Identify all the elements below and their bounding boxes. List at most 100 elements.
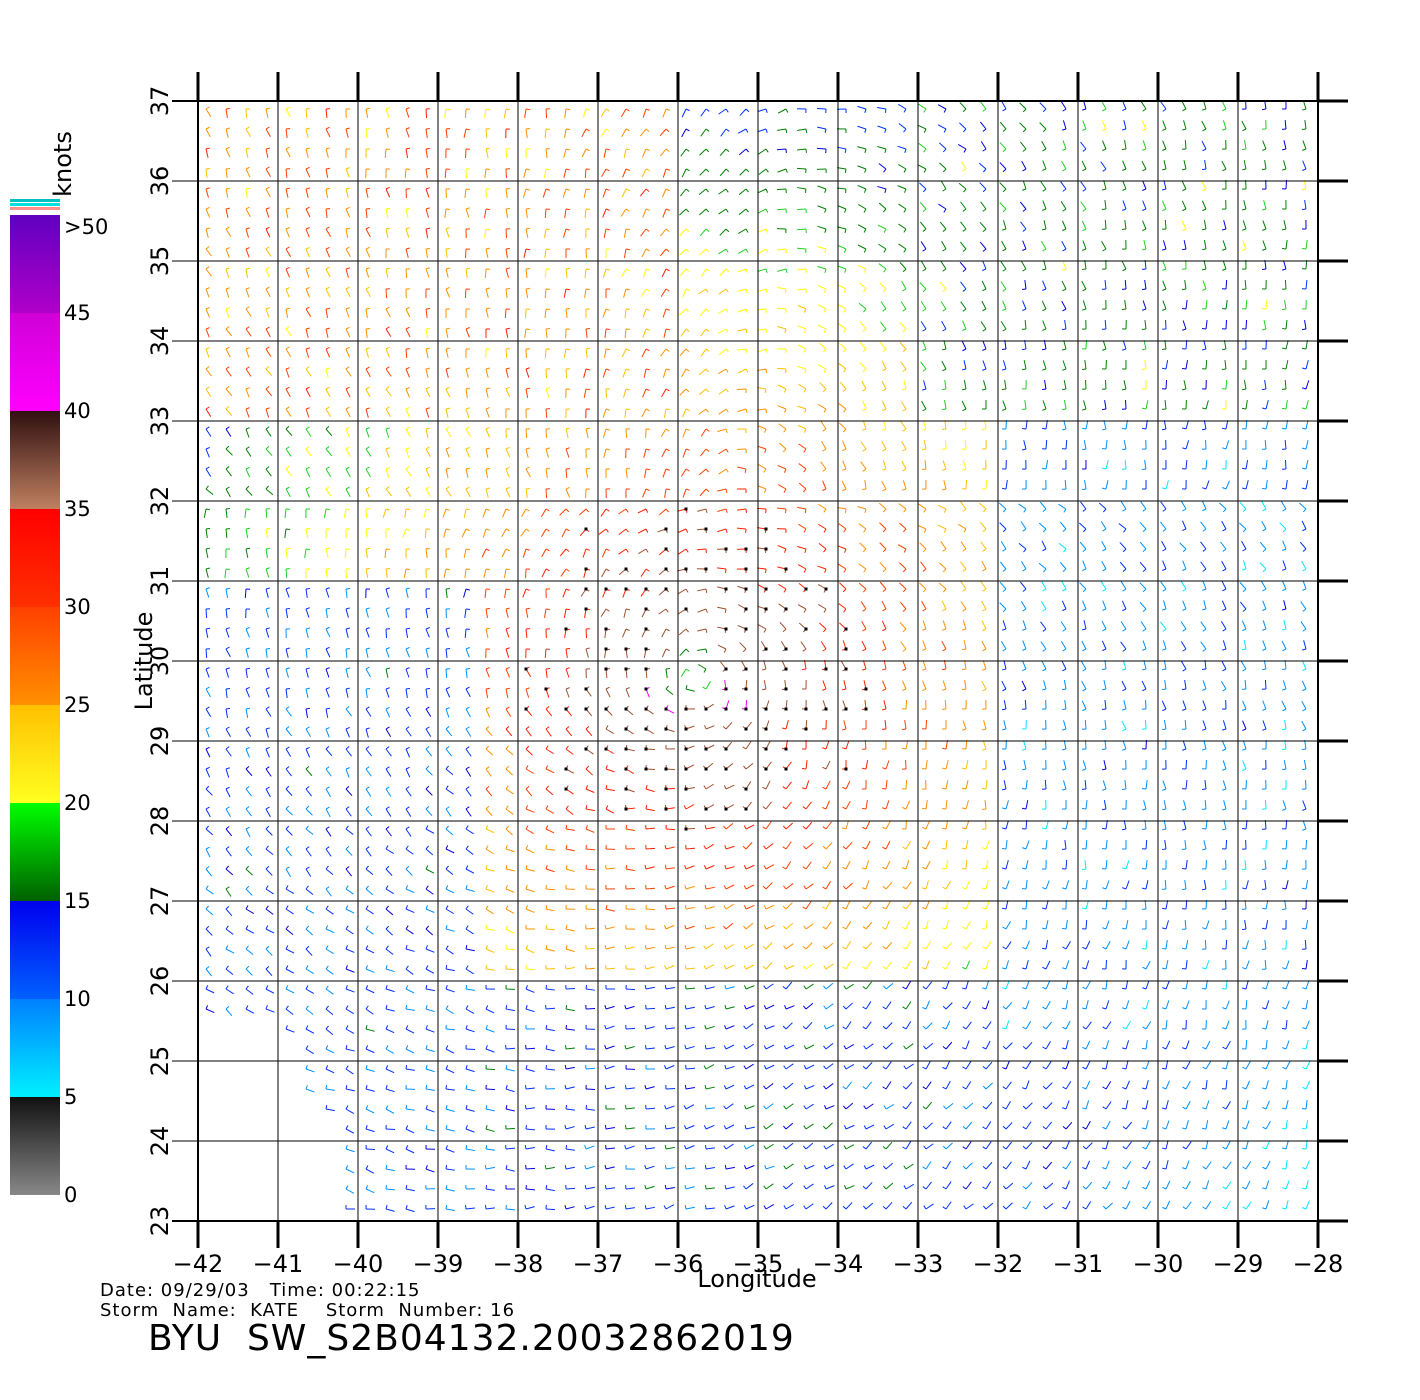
wind-vector <box>845 1081 852 1090</box>
wind-vector <box>225 528 228 539</box>
rain-flag <box>784 607 788 611</box>
wind-vector <box>225 488 231 498</box>
wind-barb <box>922 907 927 910</box>
wind-vector <box>285 348 292 357</box>
wind-vector <box>965 1021 972 1030</box>
wind-vector <box>1060 621 1067 630</box>
wind-barb <box>545 706 550 710</box>
wind-vector <box>1305 1200 1310 1210</box>
wind-vector <box>1203 840 1207 850</box>
wind-barb <box>705 628 708 634</box>
wind-barb <box>823 368 827 373</box>
wind-barb <box>345 1084 348 1090</box>
wind-vector <box>1119 542 1127 550</box>
wind-vector <box>225 968 234 975</box>
wind-barb <box>265 627 270 630</box>
wind-vector <box>1305 1180 1309 1190</box>
wind-barb <box>1302 528 1307 532</box>
wind-vector <box>565 828 575 831</box>
wind-vector <box>545 928 556 931</box>
wind-barb <box>345 687 351 690</box>
wind-vector <box>881 360 887 370</box>
wind-vector <box>545 728 552 737</box>
rain-flag <box>704 767 708 771</box>
wind-vector <box>1202 580 1207 590</box>
wind-barb <box>1062 588 1067 592</box>
wind-barb <box>1082 548 1087 552</box>
wind-barb <box>962 1086 967 1090</box>
wind-barb <box>902 1006 907 1010</box>
wind-vector <box>345 388 351 398</box>
wind-vector <box>1265 920 1269 930</box>
wind-vector <box>445 448 450 458</box>
wind-vector <box>1145 1180 1151 1190</box>
wind-barb <box>1202 648 1207 652</box>
wind-barb <box>842 866 847 870</box>
wind-vector <box>825 842 833 850</box>
wind-barb <box>783 1205 787 1210</box>
wind-barb <box>843 328 847 333</box>
wind-vector <box>625 428 628 439</box>
wind-barb <box>445 925 448 930</box>
wind-vector <box>1261 580 1267 590</box>
wind-barb <box>225 945 229 950</box>
wind-vector <box>818 622 827 630</box>
wind-barb <box>1022 668 1027 672</box>
rain-flag <box>804 707 808 711</box>
wind-barb <box>982 1085 987 1090</box>
wind-barb <box>1102 508 1107 513</box>
wind-barb <box>365 846 370 850</box>
wind-barb <box>1122 1206 1127 1210</box>
wind-barb <box>745 408 748 413</box>
wind-barb <box>645 408 650 412</box>
wind-barb <box>941 827 947 830</box>
wind-barb <box>345 366 350 370</box>
wind-barb <box>465 1005 469 1010</box>
wind-barb <box>822 628 827 633</box>
wind-vector <box>205 788 213 796</box>
wind-barb <box>882 428 887 431</box>
wind-barb <box>744 468 747 474</box>
wind-barb <box>305 687 311 690</box>
wind-barb <box>265 365 270 370</box>
wind-barb <box>1282 548 1287 551</box>
wind-vector <box>265 808 271 818</box>
wind-vector <box>965 941 973 950</box>
wind-vector <box>345 1188 355 1194</box>
wind-vector <box>825 740 830 750</box>
wind-vector <box>985 1101 993 1110</box>
wind-barb <box>465 327 470 330</box>
wind-vector <box>425 1008 435 1013</box>
wind-vector <box>285 948 295 954</box>
wind-barb <box>685 388 690 393</box>
wind-barb <box>863 1105 867 1110</box>
wind-vector <box>644 468 647 478</box>
wind-vector <box>785 965 795 970</box>
wind-vector <box>225 508 228 518</box>
wind-barb <box>485 1125 488 1130</box>
wind-barb <box>942 927 947 930</box>
wind-vector <box>265 948 273 956</box>
wind-barb <box>703 865 707 870</box>
wind-vector <box>505 828 513 836</box>
wind-barb <box>982 847 987 850</box>
wind-vector <box>425 428 429 438</box>
wind-vector <box>285 548 288 558</box>
wind-vector <box>1022 640 1027 650</box>
wind-vector <box>765 1183 774 1190</box>
wind-barb <box>345 627 350 630</box>
wind-barb <box>725 428 728 433</box>
wind-vector <box>985 1141 992 1150</box>
wind-vector <box>918 503 927 510</box>
wind-vector <box>1185 759 1188 770</box>
wind-vector <box>1203 420 1207 430</box>
wind-barb <box>902 926 907 930</box>
wind-vector <box>485 1088 496 1091</box>
wind-vector <box>305 748 311 758</box>
wind-vector <box>898 503 907 510</box>
wind-vector <box>805 1021 813 1030</box>
wind-barb <box>245 326 250 330</box>
wind-vector <box>820 441 827 450</box>
wind-vector <box>305 388 311 398</box>
wind-vector <box>285 408 292 417</box>
